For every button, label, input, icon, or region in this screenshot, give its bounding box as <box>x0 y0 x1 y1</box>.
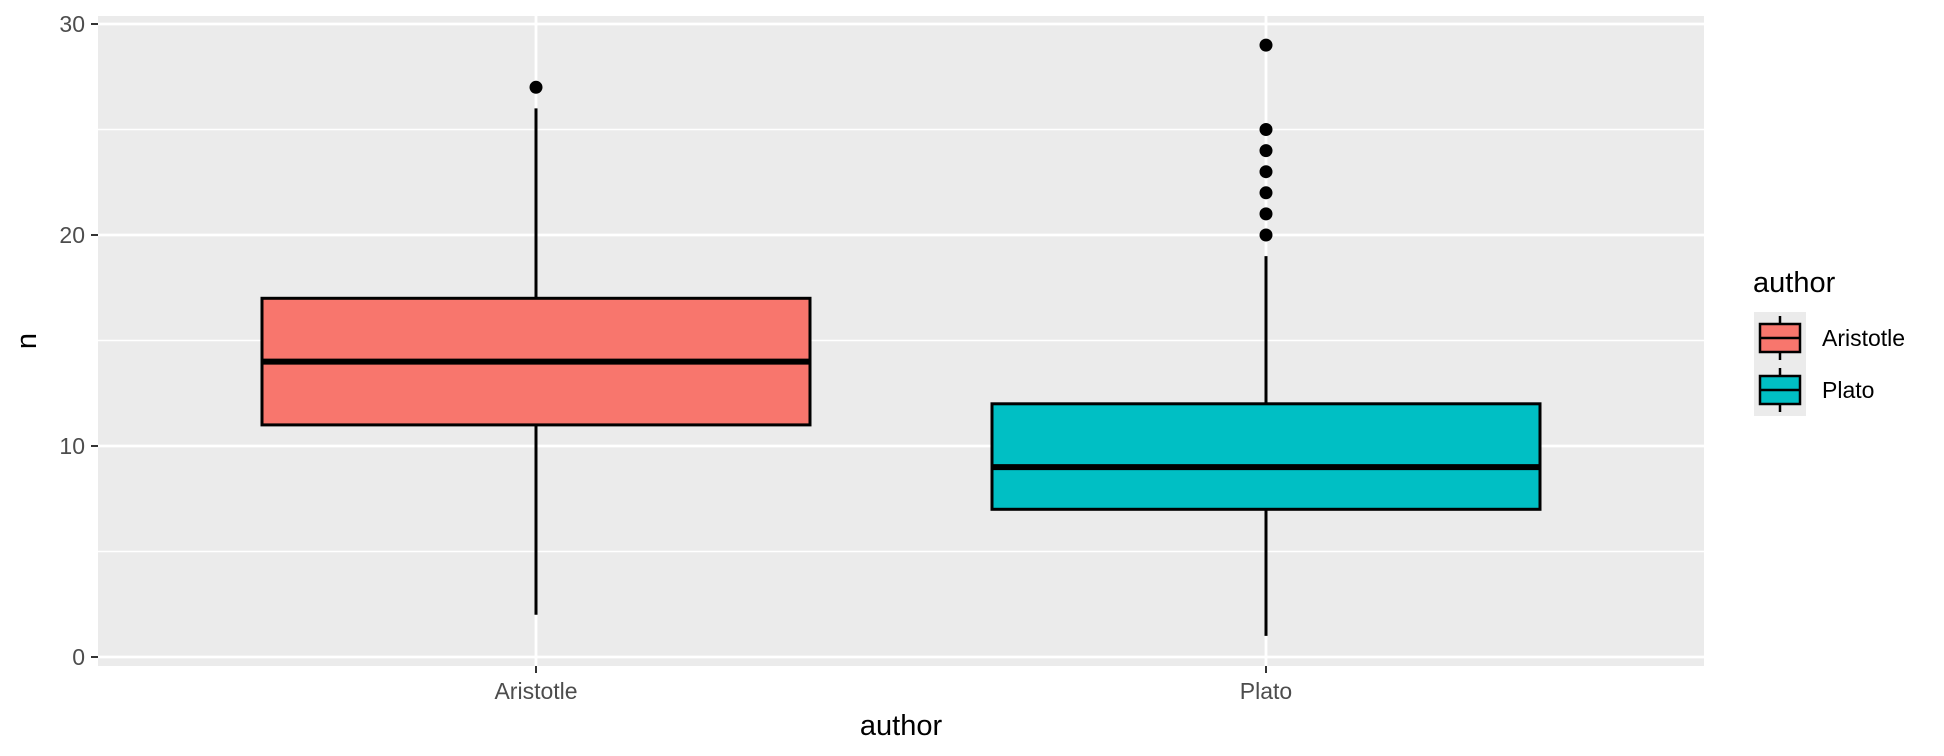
box-iqr <box>990 402 1542 511</box>
legend: author Aristotle Plato <box>1753 267 1905 416</box>
y-axis: 0 10 20 30 <box>59 11 98 670</box>
boxes <box>260 38 1542 636</box>
x-tick-label: Aristotle <box>494 678 577 704</box>
outlier-point <box>1259 186 1273 200</box>
y-axis-title: n <box>11 333 43 349</box>
legend-title: author <box>1753 267 1836 299</box>
legend-key-aristotle: Aristotle <box>1754 312 1905 364</box>
outlier-point <box>529 80 543 94</box>
y-tick-label: 10 <box>59 433 85 459</box>
legend-label: Aristotle <box>1822 325 1905 351</box>
y-tick-label: 20 <box>59 222 85 248</box>
y-tick-label: 30 <box>59 11 85 37</box>
outlier-point <box>1259 207 1273 221</box>
outlier-point <box>1259 228 1273 242</box>
outlier-point <box>1259 165 1273 179</box>
box-plato <box>990 38 1542 636</box>
outlier-point <box>1259 144 1273 158</box>
outlier-point <box>1259 38 1273 52</box>
outlier-point <box>1259 123 1273 136</box>
x-axis: Aristotle Plato <box>494 666 1292 704</box>
legend-label: Plato <box>1822 377 1874 403</box>
y-tick-label: 0 <box>72 644 85 670</box>
x-tick-label: Plato <box>1240 678 1292 704</box>
box-aristotle <box>260 80 812 615</box>
x-axis-title: author <box>860 710 943 742</box>
legend-key-plato: Plato <box>1754 364 1874 416</box>
